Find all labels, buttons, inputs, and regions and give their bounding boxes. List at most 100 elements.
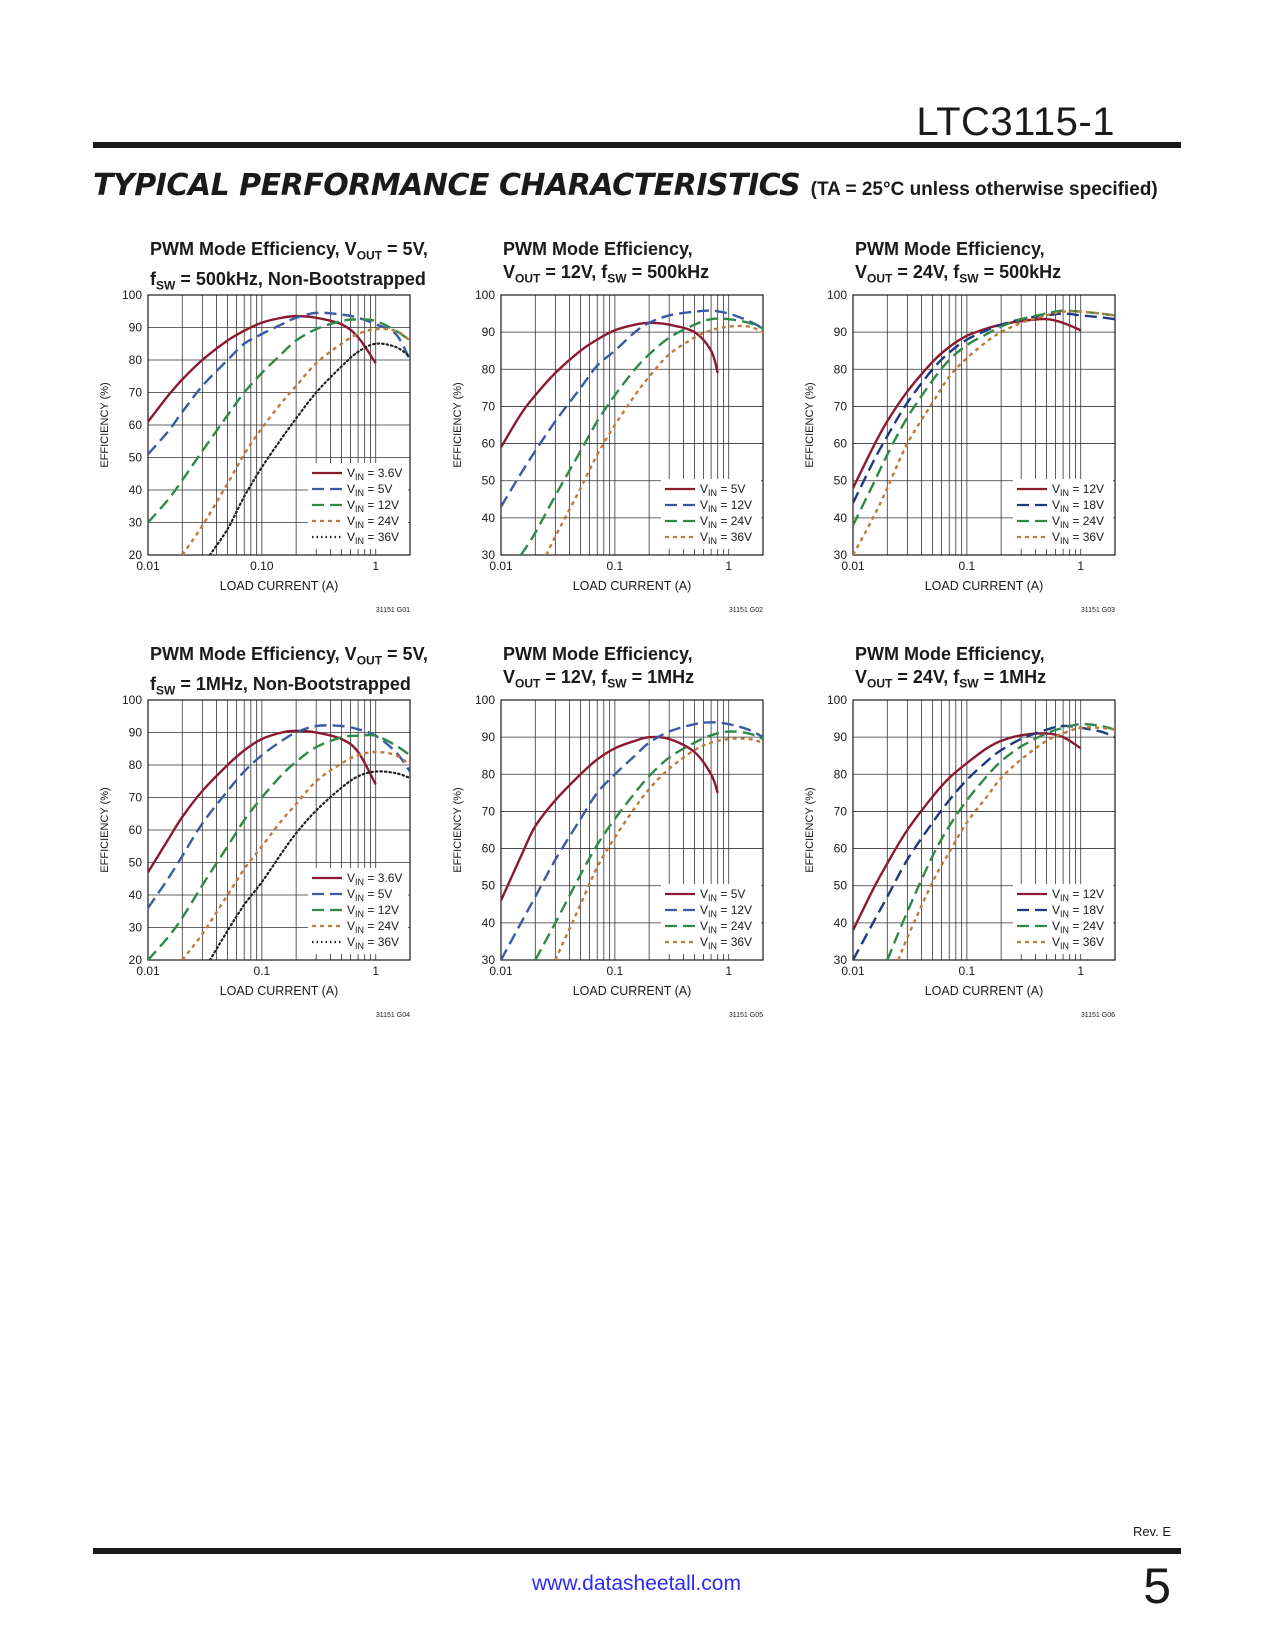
series-line <box>501 735 719 902</box>
x-tick-label: 0.1 <box>607 964 624 978</box>
revision: Rev. E <box>1132 1524 1171 1539</box>
legend-bg <box>308 463 408 549</box>
series-line <box>148 729 377 873</box>
legend-label: VIN = 12V <box>1052 887 1104 903</box>
y-tick-label: 60 <box>834 842 848 856</box>
y-tick-label: 30 <box>129 516 143 530</box>
chart-G02: PWM Mode Efficiency, VOUT = 12V, fSW = 50… <box>443 238 863 668</box>
y-tick-label: 20 <box>129 548 143 562</box>
y-tick-label: 100 <box>475 288 495 302</box>
x-axis-label: LOAD CURRENT (A) <box>925 579 1044 593</box>
series-line <box>534 730 763 960</box>
legend-label: VIN = 24V <box>1052 514 1104 530</box>
footer-link[interactable]: www.datasheetall.com <box>532 1572 741 1595</box>
series-line <box>148 311 410 456</box>
y-tick-label: 50 <box>482 879 496 893</box>
legend-label: VIN = 18V <box>1052 498 1104 514</box>
page-number: 5 <box>1143 1558 1171 1614</box>
chart-title: PWM Mode Efficiency, VOUT = 24V, fSW = 1M… <box>855 644 1047 691</box>
series-line <box>208 770 410 960</box>
y-tick-label: 30 <box>129 921 143 935</box>
legend-label: VIN = 24V <box>1052 919 1104 935</box>
y-tick-label: 80 <box>482 767 496 781</box>
legend-bg <box>661 479 761 549</box>
legend-label: VIN = 36V <box>1052 530 1104 546</box>
y-tick-label: 30 <box>482 953 496 967</box>
y-tick-label: 50 <box>482 474 496 488</box>
y-tick-label: 60 <box>482 842 496 856</box>
y-tick-label: 70 <box>834 804 848 818</box>
series-line <box>853 310 1115 555</box>
legend-label: VIN = 12V <box>700 498 752 514</box>
chart-G01: PWM Mode Efficiency, VOUT = 5V, fSW = 500… <box>90 238 510 668</box>
y-tick-label: 60 <box>834 437 848 451</box>
plot-frame <box>852 699 1116 961</box>
series-line <box>886 722 1115 960</box>
legend-label: VIN = 24V <box>347 919 399 935</box>
x-tick-label: 0.01 <box>841 559 865 573</box>
plot-frame <box>147 294 411 556</box>
series-line <box>148 733 410 960</box>
series-line <box>501 309 763 508</box>
y-tick-label: 80 <box>834 767 848 781</box>
legend-label: VIN = 3.6V <box>347 871 402 887</box>
y-tick-label: 70 <box>129 791 143 805</box>
footer-rule <box>93 1548 1181 1554</box>
series-line <box>181 327 410 555</box>
series-group <box>501 309 763 555</box>
series-line <box>554 737 763 960</box>
y-tick-label: 100 <box>827 288 847 302</box>
y-tick-label: 40 <box>834 916 848 930</box>
y-tick-label: 40 <box>482 916 496 930</box>
plot-frame <box>852 294 1116 556</box>
y-axis-label: EFFICIENCY (%) <box>804 382 816 467</box>
series-line <box>545 324 763 555</box>
x-axis-label: LOAD CURRENT (A) <box>220 579 339 593</box>
y-tick-label: 30 <box>834 548 848 562</box>
chart-G03: PWM Mode Efficiency, VOUT = 24V, fSW = 50… <box>795 238 1215 668</box>
chart-G05: PWM Mode Efficiency, VOUT = 12V, fSW = 1M… <box>443 643 863 1073</box>
y-tick-label: 100 <box>122 288 142 302</box>
series-line <box>897 726 1115 960</box>
legend-label: VIN = 24V <box>347 514 399 530</box>
y-tick-label: 60 <box>129 823 143 837</box>
series-group <box>853 309 1115 555</box>
legend-label: VIN = 36V <box>347 530 399 546</box>
y-tick-label: 70 <box>482 399 496 413</box>
x-tick-label: 0.01 <box>489 964 513 978</box>
y-tick-label: 50 <box>834 474 848 488</box>
y-tick-label: 70 <box>482 804 496 818</box>
chart-title: PWM Mode Efficiency, VOUT = 24V, fSW = 50… <box>855 239 1062 286</box>
y-tick-label: 90 <box>129 726 143 740</box>
y-tick-label: 30 <box>834 953 848 967</box>
series-line <box>148 314 377 423</box>
legend-label: VIN = 24V <box>700 919 752 935</box>
y-axis-label: EFFICIENCY (%) <box>99 382 111 467</box>
x-tick-label: 0.01 <box>136 964 160 978</box>
y-axis-label: EFFICIENCY (%) <box>99 787 111 872</box>
y-tick-label: 70 <box>834 399 848 413</box>
legend-label: VIN = 36V <box>700 935 752 951</box>
x-tick-label: 1 <box>1077 559 1084 573</box>
y-tick-label: 90 <box>834 730 848 744</box>
plot-frame <box>500 294 764 556</box>
y-tick-label: 90 <box>482 325 496 339</box>
legend-label: VIN = 5V <box>347 482 392 498</box>
section-title: TYPICAL PERFORMANCE CHARACTERISTICS <box>93 168 801 203</box>
y-axis-label: EFFICIENCY (%) <box>804 787 816 872</box>
x-tick-label: 1 <box>725 559 732 573</box>
series-line <box>853 317 1082 489</box>
x-tick-label: 0.01 <box>136 559 160 573</box>
chart-title: PWM Mode Efficiency, VOUT = 12V, fSW = 1M… <box>503 644 695 691</box>
series-group <box>501 721 763 960</box>
legend-label: VIN = 36V <box>347 935 399 951</box>
section-heading: TYPICAL PERFORMANCE CHARACTERISTICS (TA … <box>93 168 1158 203</box>
figure-code: 31151 G05 <box>729 1012 763 1019</box>
part-number: LTC3115-1 <box>916 100 1115 144</box>
series-group <box>148 311 410 555</box>
series-line <box>853 309 1115 526</box>
chart-G04: PWM Mode Efficiency, VOUT = 5V, fSW = 1MH… <box>90 643 510 1073</box>
